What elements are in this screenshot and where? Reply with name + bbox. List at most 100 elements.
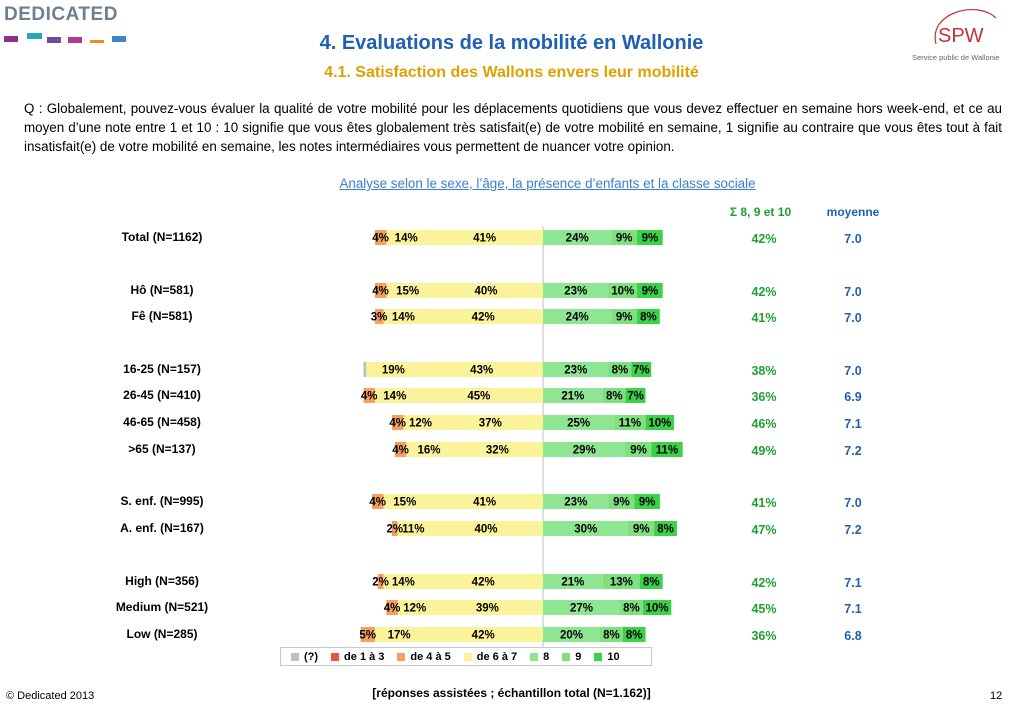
data-label: 9% [633,524,650,536]
bar-segment-s8 [543,442,626,457]
data-label: 27% [570,603,593,615]
legend-label: 9 [575,650,582,663]
bar-segment-r6-7b [429,521,543,536]
bar-segment-s8 [543,230,612,245]
data-label: 21% [561,391,584,403]
bar-segment-r6-7b [423,627,543,642]
row-label: A. enf. (N=167) [120,521,204,535]
bar-segment-s9 [602,388,626,403]
sum-value: 47% [751,523,776,537]
bar-segment-r4-5 [374,230,387,245]
legend-swatch [291,652,299,661]
row-label: Medium (N=521) [116,600,208,614]
row-label: S. enf. (N=995) [120,494,203,508]
bar-segment-s9 [608,362,632,377]
bar-segment-r6-7 [403,415,438,430]
bar-segment-s9 [625,442,652,457]
data-label: 2% [386,524,403,536]
row-label: >65 (N=137) [128,442,195,456]
data-label: 9% [630,445,647,457]
average-value: 7.0 [844,311,861,325]
logo-square [4,36,18,42]
data-label: 30% [574,524,597,536]
data-label: 21% [561,577,584,589]
data-label: 13% [610,577,633,589]
bar-segment-r6-7 [386,283,430,298]
data-label: 24% [566,233,589,245]
bar-segment-s8 [543,362,609,377]
bar-segment-r6-7b [423,574,543,589]
data-label: 15% [393,497,416,509]
data-label: 10% [611,286,634,298]
data-label: 29% [573,445,596,457]
survey-question: Q : Globalement, pouvez-vous évaluer la … [24,101,1002,154]
chart-row: A. enf. (N=167) 40% 11%2% 30% 9% 8% 47% 7.2 [120,521,862,537]
bar-segment-r6-7 [397,600,432,615]
sum-value: 41% [751,496,776,510]
legend-label: de 6 à 7 [476,650,518,663]
bar-segment-s10 [631,362,652,377]
sum-value: 36% [751,629,776,643]
dedicated-logo-text: DEDICATED [4,4,118,25]
bar-segment-r6-7b [426,494,543,509]
bar-segment-r6-7 [386,230,427,245]
bar-segment-r4-5 [363,388,375,403]
bar-segment-s9 [611,230,638,245]
legend-item: 10 [594,650,620,663]
row-label: Low (N=285) [126,627,197,641]
bar-segment-r4-5 [360,627,375,642]
data-label: 23% [564,286,587,298]
legend-swatch [562,652,571,661]
data-label: 4% [369,497,386,509]
data-label: 3% [371,312,388,324]
chart-row: 46-65 (N=458) 37% 12%4% 25% 11% 10% 46% 7.1 [123,415,862,431]
bar-segment-s10 [622,627,646,642]
bar-segment-r4-5 [394,442,407,457]
legend-swatch [594,652,603,661]
data-label: 14% [395,233,418,245]
analysis-link[interactable]: Analyse selon le sexe, l’âge, la présenc… [339,176,756,191]
bar-segment-r6-7 [366,362,421,377]
data-label: 19% [382,365,405,377]
sum-value: 36% [751,390,776,404]
row-label: Total (N=1162) [122,230,203,244]
data-label: 8% [606,391,623,403]
legend-label: 10 [607,650,620,663]
legend-swatch [331,652,340,661]
data-label: 8% [623,603,640,615]
legend-label: de 4 à 5 [410,650,451,663]
data-label: 37% [479,418,502,430]
chart-legend: (?) de 1 à 3 de 4 à 5 de 6 à 7 8 9 10 [280,647,652,666]
data-label: 41% [473,497,496,509]
data-label: 8% [643,577,660,589]
bar-segment-s9 [620,600,643,615]
chart-row: Fê (N=581) 42% 14% 3% 24% 9% 8% 41% 7.0 [131,309,862,325]
bar-segment-s9 [600,627,623,642]
data-label: 45% [467,391,490,403]
data-label: 11% [619,418,641,430]
bar-segment-s8 [543,521,629,536]
bar-segment-s8 [543,309,612,324]
row-label: Hô (N=581) [130,283,193,297]
data-label: 9% [616,233,633,245]
data-label: 12% [409,418,432,430]
bar-segment-s10 [642,600,672,615]
page-subtitle: 4.1. Satisfaction des Wallons envers leu… [324,64,699,81]
data-label: 9% [642,233,659,245]
data-label: 2% [372,577,389,589]
legend-swatch [397,652,406,661]
sum-value: 42% [751,576,776,590]
bar-segment-r6-7 [397,521,429,536]
data-label: 14% [392,577,415,589]
average-value: 7.0 [844,285,861,299]
bar-segment-s8 [543,283,609,298]
logo-square [112,36,126,42]
data-label: 4% [389,418,406,430]
data-label: 12% [403,603,426,615]
average-value: 7.1 [844,417,861,431]
copyright: © Dedicated 2013 [6,690,95,702]
bar-segment-s8 [543,388,603,403]
data-label: 25% [567,418,590,430]
page-number: 12 [990,690,1003,702]
